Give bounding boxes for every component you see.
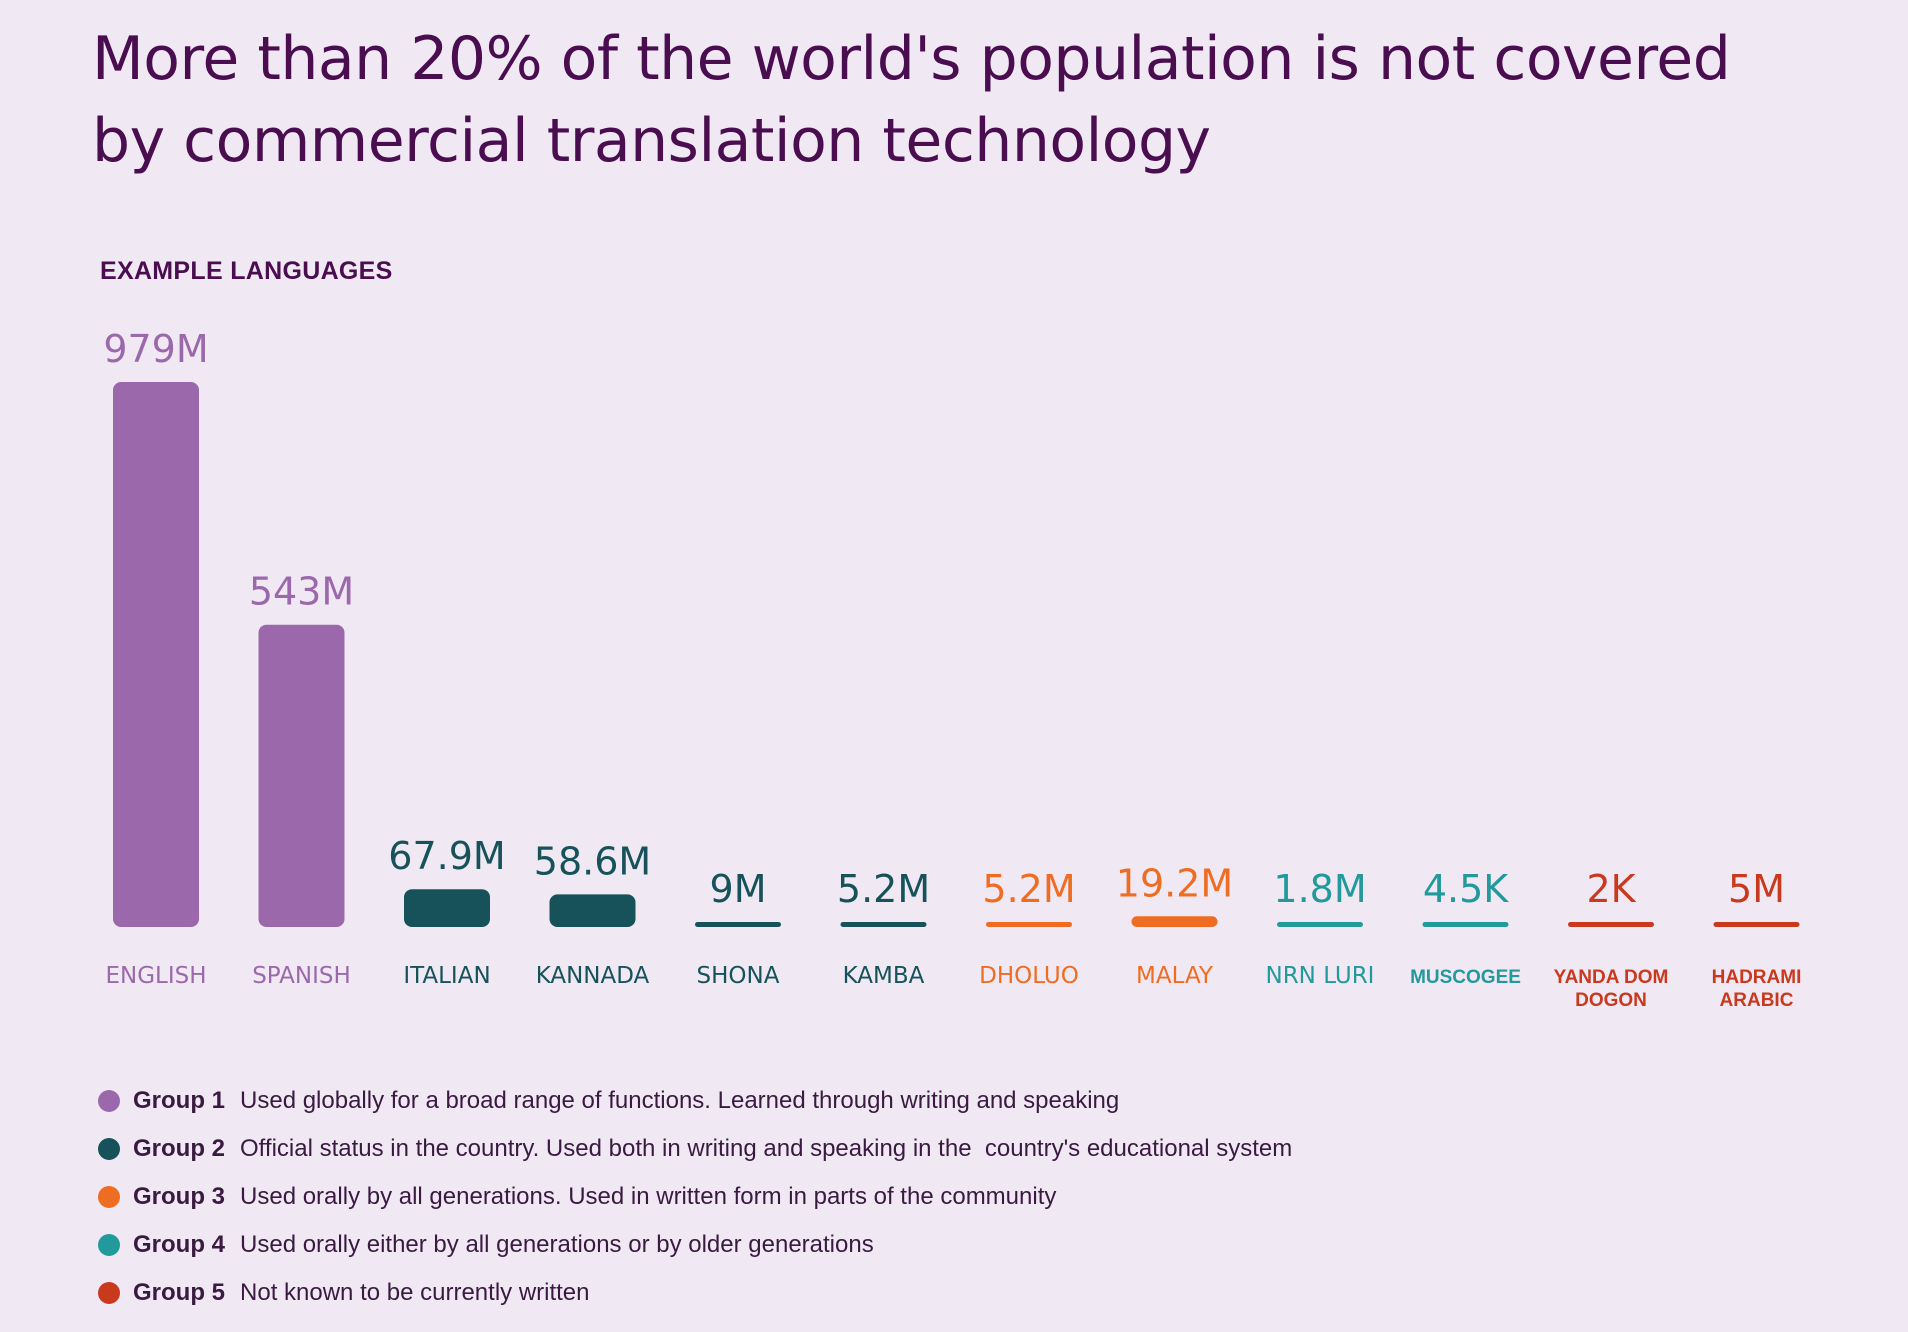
- data-label-muscogee: 4.5K: [1423, 867, 1509, 911]
- data-label-malay: 19.2M: [1116, 861, 1233, 905]
- category-label-malay: MALAY: [1136, 963, 1214, 989]
- legend-item-group-2: Group 2 Official status in the country. …: [98, 1125, 1292, 1173]
- bar-hadrami-arabic: [1713, 922, 1800, 927]
- bar-kamba: [840, 922, 927, 927]
- data-label-shona: 9M: [710, 867, 767, 911]
- legend-item-group-3: Group 3 Used orally by all generations. …: [98, 1173, 1292, 1221]
- bar-yanda-dom-dogon: [1568, 922, 1654, 927]
- data-label-italian: 67.9M: [388, 834, 505, 878]
- category-label-yanda-dom-dogon: YANDA DOM DOGON: [1554, 967, 1669, 1011]
- data-label-hadrami-arabic: 5M: [1728, 867, 1785, 911]
- legend-dot-group-4: [98, 1234, 120, 1256]
- category-label-italian: ITALIAN: [403, 963, 490, 989]
- legend-name: Group 3: [133, 1183, 226, 1210]
- category-label-shona: SHONA: [697, 963, 780, 989]
- legend-description: Used orally by all generations. Used in …: [240, 1183, 1057, 1210]
- category-label-hadrami-arabic: HADRAMI ARABIC: [1712, 967, 1802, 1011]
- chart-title: More than 20% of the world's population …: [92, 24, 1731, 176]
- bar-english: [113, 382, 199, 927]
- legend: Group 1 Used globally for a broad range …: [98, 1077, 1292, 1317]
- data-label-yanda-dom-dogon: 2K: [1586, 867, 1636, 911]
- legend-name: Group 1: [133, 1087, 226, 1114]
- legend-dot-group-1: [98, 1090, 120, 1112]
- category-label-dholuo: DHOLUO: [979, 963, 1079, 989]
- bar-spanish: [258, 624, 345, 927]
- legend-description: Official status in the country. Used bot…: [240, 1135, 1293, 1162]
- legend-description: Used orally either by all generations or…: [240, 1231, 874, 1258]
- category-label-kannada: KANNADA: [536, 963, 650, 989]
- legend-dot-group-5: [98, 1282, 120, 1304]
- bar-kannada: [549, 894, 636, 927]
- bar-dholuo: [986, 922, 1072, 927]
- bar-muscogee: [1422, 922, 1509, 927]
- legend-item-group-5: Group 5 Not known to be currently writte…: [98, 1269, 1292, 1317]
- bar-chart: 979M ENGLISH 543M SPANISH 67.9M ITALIAN 58.6M K…: [103, 327, 1802, 1011]
- bar-italian: [404, 889, 490, 927]
- data-label-dholuo: 5.2M: [982, 867, 1075, 911]
- data-label-english: 979M: [103, 327, 208, 371]
- legend-item-group-4: Group 4 Used orally either by all genera…: [98, 1221, 1292, 1269]
- legend-item-group-1: Group 1 Used globally for a broad range …: [98, 1077, 1292, 1125]
- chart-subtitle: EXAMPLE LANGUAGES: [100, 257, 393, 285]
- legend-name: Group 2: [133, 1135, 226, 1162]
- bar-shona: [695, 921, 781, 927]
- data-label-spanish: 543M: [249, 570, 354, 614]
- legend-description: Not known to be currently written: [240, 1279, 590, 1306]
- category-label-kamba: KAMBA: [843, 963, 925, 989]
- data-label-kamba: 5.2M: [837, 867, 930, 911]
- data-label-nrn-luri: 1.8M: [1273, 867, 1366, 911]
- bar-malay: [1131, 916, 1218, 927]
- category-label-english: ENGLISH: [105, 963, 206, 989]
- legend-name: Group 4: [133, 1231, 226, 1258]
- legend-description: Used globally for a broad range of funct…: [240, 1087, 1120, 1114]
- category-label-spanish: SPANISH: [252, 963, 351, 989]
- category-label-muscogee: MUSCOGEE: [1410, 967, 1521, 988]
- category-label-nrn-luri: NRN LURI: [1266, 963, 1375, 989]
- legend-dot-group-3: [98, 1186, 120, 1208]
- legend-name: Group 5: [133, 1279, 226, 1306]
- legend-dot-group-2: [98, 1138, 120, 1160]
- bar-nrn-luri: [1277, 922, 1363, 927]
- data-label-kannada: 58.6M: [534, 839, 651, 883]
